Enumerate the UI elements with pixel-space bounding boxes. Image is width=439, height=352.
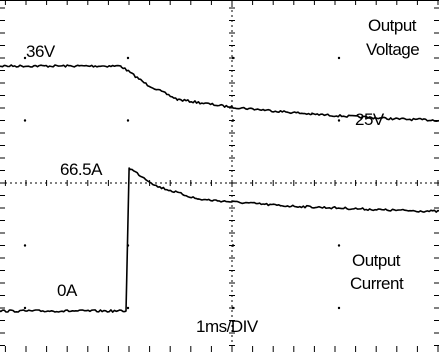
grid-dot — [337, 56, 341, 60]
grid-dot — [337, 244, 341, 247]
grid-dot — [126, 119, 130, 122]
voltage-low-label: 25V — [355, 110, 385, 129]
current-zero-label: 0A — [57, 281, 78, 300]
current-name-line1: Output — [352, 251, 401, 270]
current-name-line2: Current — [350, 274, 404, 293]
grid-dot — [23, 244, 27, 247]
grid-dot — [337, 119, 341, 122]
time-per-division-label: 1ms/DIV — [196, 317, 259, 336]
current-peak-label: 66.5A — [60, 160, 103, 179]
grid-dot — [23, 56, 27, 60]
trace-output-voltage — [0, 64, 439, 122]
trace-output-current — [0, 167, 439, 313]
grid-dot — [23, 306, 27, 310]
grid-dot — [126, 56, 130, 60]
grid-dot — [23, 119, 27, 122]
grid-dot — [337, 306, 341, 310]
voltage-name-line2: Voltage — [366, 40, 419, 59]
voltage-name-line1: Output — [368, 16, 417, 35]
voltage-high-label: 36V — [26, 42, 56, 61]
traces — [0, 64, 439, 313]
grid-dot — [126, 306, 130, 310]
